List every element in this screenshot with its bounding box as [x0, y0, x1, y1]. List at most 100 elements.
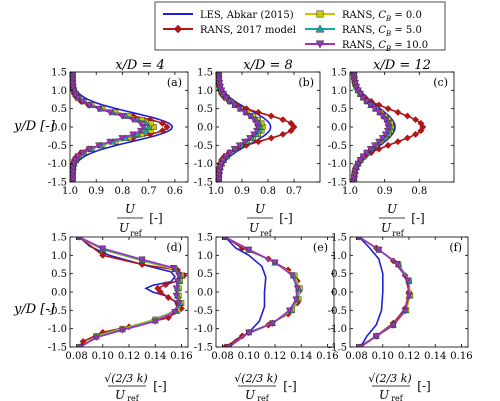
legend-marker [316, 10, 324, 18]
data-point [375, 109, 383, 117]
legend-entry: RANS, CB = 0.0 [305, 10, 422, 23]
data-point [74, 153, 82, 161]
series [355, 237, 413, 347]
svg-text:U: U [119, 221, 130, 235]
data-point [225, 344, 233, 347]
data-point [173, 278, 182, 285]
legend-marker [173, 24, 183, 34]
xtick-label: 0.16 [450, 351, 472, 362]
ytick-label: -0.5 [328, 141, 347, 152]
svg-text:U: U [387, 202, 398, 216]
xlabel-bottom-1: √(2/3 k) U ref [-] [104, 372, 166, 401]
data-point [356, 157, 365, 164]
legend-entry: LES, Abkar (2015) [163, 10, 294, 21]
xtick-label: 0.9 [88, 186, 104, 197]
panel-a: 1.51.00.50.0-0.5-1.0-1.51.0 0.9 0.8 0.7 0.6(… [48, 68, 189, 197]
ytick-label: -1.0 [328, 159, 347, 170]
series-line [224, 237, 301, 347]
data-point [106, 109, 114, 117]
data-point [164, 293, 172, 302]
panel-label: (a) [167, 76, 182, 89]
data-point [246, 135, 254, 142]
panel-c: 1.51.00.50.0-0.5-1.0-1.51.0 0.9 0.8(c) [328, 68, 455, 197]
xtick-label: 0.08 [65, 351, 87, 362]
panel-label: (b) [298, 76, 314, 89]
series [223, 237, 301, 347]
series-line [224, 237, 299, 347]
data-point [235, 142, 243, 150]
ytick-label: -1.5 [194, 178, 213, 189]
ytick-label: -1.0 [48, 324, 67, 335]
legend-label: RANS, CB = 5.0 [342, 25, 422, 38]
ytick-label: 0.0 [51, 288, 67, 299]
data-point [162, 281, 170, 289]
series-line [224, 237, 300, 347]
panel-label: (c) [433, 76, 448, 89]
ytick-label: 1.0 [331, 251, 347, 262]
ylabel-bottom: y/D [-] [13, 302, 56, 317]
data-point [99, 251, 107, 259]
data-point [95, 105, 103, 113]
ytick-label: -0.5 [48, 141, 67, 152]
ytick-label: -1.5 [48, 178, 67, 189]
series-line [358, 237, 410, 347]
svg-text:[-]: [-] [411, 211, 424, 225]
legend: LES, Abkar (2015) RANS, 2017 model RANS, C… [154, 1, 446, 53]
data-point [356, 344, 365, 347]
xtick-label: 0.14 [144, 351, 166, 362]
legend-label: RANS, CB = 10.0 [342, 40, 428, 53]
data-point [220, 157, 228, 164]
xtick-label: 0.12 [398, 351, 420, 362]
series [356, 237, 413, 347]
data-point [362, 149, 371, 157]
svg-text:U: U [255, 202, 266, 216]
data-point [137, 120, 145, 128]
legend-marker [315, 40, 325, 49]
legend-entry: RANS, CB = 5.0 [305, 24, 422, 38]
svg-text:√(2/3 k): √(2/3 k) [104, 372, 147, 385]
data-point [235, 105, 243, 113]
svg-text:U: U [249, 221, 260, 235]
data-point [241, 109, 249, 117]
data-point [370, 105, 379, 113]
data-point [226, 149, 234, 157]
ytick-label: 1.0 [197, 86, 213, 97]
svg-text:[-]: [-] [283, 379, 296, 393]
data-point [359, 94, 367, 102]
ytick-label: -0.5 [328, 306, 347, 317]
data-point [158, 119, 167, 127]
ytick-label: 0.0 [197, 288, 213, 299]
xtick-label: 0.9 [234, 186, 250, 197]
svg-text:ref: ref [260, 229, 273, 238]
data-point [222, 153, 231, 161]
ytick-label: 0.0 [197, 123, 213, 134]
xtick-label: 0.8 [411, 186, 427, 197]
data-point [76, 344, 85, 347]
svg-text:[-]: [-] [153, 379, 166, 393]
data-point [138, 256, 146, 264]
data-point [389, 322, 397, 330]
ytick-label: -1.0 [48, 159, 67, 170]
series [70, 72, 148, 182]
xtick-label: 0.6 [167, 186, 183, 197]
data-point [222, 94, 231, 102]
legend-entry: RANS, CB = 10.0 [305, 40, 428, 53]
ytick-label: 0.5 [51, 104, 67, 115]
data-point [245, 329, 253, 337]
data-point [271, 259, 279, 267]
xtick-label: 0.14 [424, 351, 446, 362]
svg-text:√(2/3 k): √(2/3 k) [368, 372, 411, 385]
data-point [378, 113, 387, 120]
series [358, 237, 384, 347]
data-point [267, 134, 275, 142]
data-point [118, 135, 126, 142]
series-line [358, 237, 384, 347]
xtick-label: 1.0 [62, 186, 78, 197]
xtick-label: 0.8 [260, 186, 276, 197]
legend-box [154, 1, 446, 51]
ytick-label: 1.5 [197, 233, 213, 244]
data-point [133, 130, 142, 138]
data-point [142, 126, 150, 134]
data-point [147, 120, 154, 127]
data-point [226, 98, 234, 106]
